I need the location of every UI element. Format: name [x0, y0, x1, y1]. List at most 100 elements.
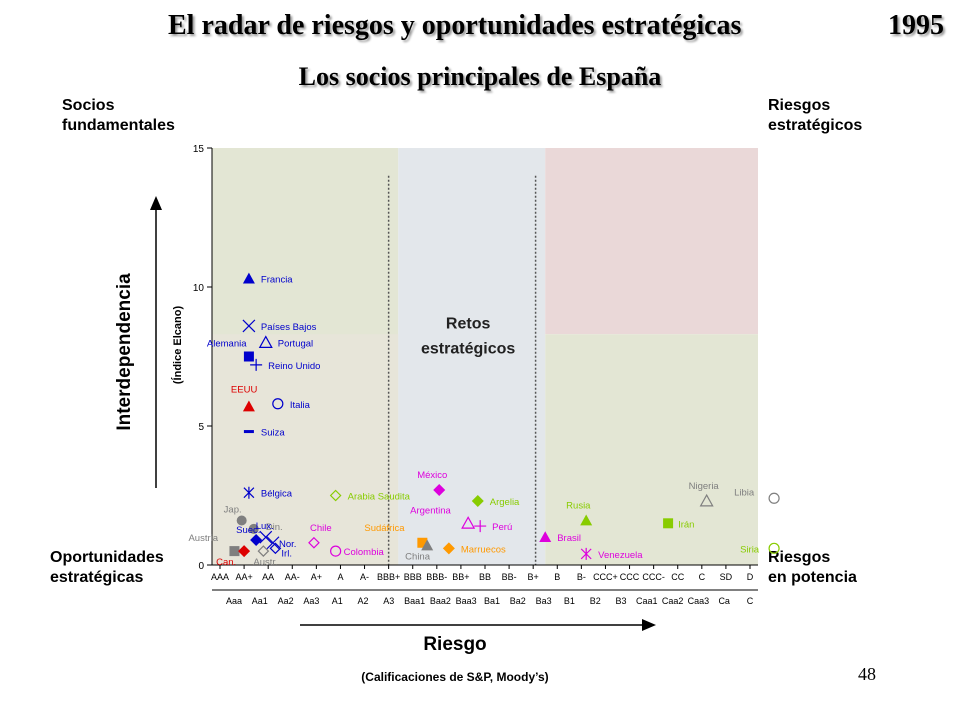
x-tick-label-moodys: Baa1 — [404, 596, 425, 606]
corner-bottom-left-line1: Oportunidades — [50, 549, 164, 566]
x-tick-label-sp: CCC+ — [593, 572, 618, 582]
x-tick-label-moodys: Ba1 — [484, 596, 500, 606]
point-alemania-marker — [243, 351, 254, 362]
point-venezuela-marker — [580, 547, 592, 560]
y-arrow-head — [150, 196, 162, 210]
chart-title: El radar de riesgos y oportunidades estr… — [168, 10, 742, 41]
point-sudáfrica-marker — [417, 537, 428, 548]
point-méxico-label: México — [417, 470, 447, 481]
x-tick-label-moodys: Caa3 — [688, 596, 710, 606]
y-tick-label: 15 — [193, 144, 205, 155]
x-tick-label-sp: C — [699, 572, 706, 582]
point-eeuu-marker — [242, 400, 255, 412]
point-chile-marker — [308, 536, 320, 549]
x-tick-label-sp: SD — [720, 572, 733, 582]
point-china-label: China — [405, 552, 431, 563]
point-argentina-label: Argentina — [410, 505, 451, 516]
x-tick-label-moodys: Aa1 — [252, 596, 268, 606]
point-china-marker — [421, 539, 434, 551]
point-francia-label: Francia — [261, 275, 293, 286]
point-francia-marker — [242, 272, 255, 284]
point-irán-marker — [663, 518, 674, 529]
x-tick-label-moodys: Baa2 — [430, 596, 451, 606]
point-brasil-marker — [539, 531, 552, 542]
point-italia-marker — [272, 398, 284, 410]
point-irl--label: Irl. — [281, 548, 292, 559]
point-venezuela-label: Venezuela — [598, 550, 643, 561]
point-rusia-marker — [580, 514, 593, 526]
point-suec--marker — [250, 533, 263, 546]
zone-lower-right — [545, 334, 758, 565]
x-tick-label-sp: AA- — [285, 572, 300, 582]
chart-subtitle: Los socios principales de España — [298, 62, 662, 91]
zone-label-line1: Retos — [446, 316, 491, 333]
point-sudáfrica-label: Sudáfrica — [364, 523, 405, 534]
x-tick-label-sp: A+ — [311, 572, 322, 582]
x-tick-label-moodys: B2 — [590, 596, 601, 606]
point-italia-label: Italia — [290, 400, 311, 411]
x-tick-label-moodys: Caa1 — [636, 596, 658, 606]
x-tick-label-sp: BBB- — [426, 572, 447, 582]
x-tick-label-sp: A- — [360, 572, 369, 582]
point-libia-label: Libia — [734, 487, 755, 498]
x-tick-label-sp: CC — [671, 572, 684, 582]
corner-bottom-right-line1: Riesgos — [768, 549, 831, 566]
point-nigeria-marker — [699, 493, 714, 507]
y-axis-title: Interdependencia — [114, 273, 135, 431]
point-siria-label: Siria — [740, 544, 760, 555]
point-austria-marker — [229, 546, 240, 557]
point-argelia-marker — [471, 495, 484, 508]
point-bélgica-label: Bélgica — [261, 489, 293, 500]
x-tick-label-sp: AA — [262, 572, 274, 582]
x-axis-title: Riesgo — [423, 634, 486, 655]
x-tick-label-moodys: C — [747, 596, 754, 606]
point-siria-marker — [768, 542, 780, 554]
point-reino-unido-label: Reino Unido — [268, 361, 320, 372]
point-marruecos-label: Marruecos — [461, 544, 506, 555]
point-nor--label: Nor. — [279, 539, 296, 550]
zone-label-line2: estratégicos — [421, 341, 515, 358]
zone-middle — [398, 148, 546, 565]
point-portugal-marker — [258, 335, 273, 348]
x-tick-label-sp: BBB+ — [377, 572, 400, 582]
point-alemania-label: Alemania — [207, 339, 247, 350]
corner-top-right-line2: estratégicos — [768, 117, 863, 134]
point-brasil-label: Brasil — [557, 533, 581, 544]
point-can--label: Can. — [216, 557, 236, 568]
x-tick-label-moodys: Ba2 — [510, 596, 526, 606]
corner-top-left-line1: Socios — [62, 97, 115, 114]
x-tick-label-sp: B — [554, 572, 560, 582]
zone-upper-right — [545, 148, 758, 335]
x-tick-label-moodys: A1 — [332, 596, 343, 606]
point-marruecos-marker — [442, 542, 455, 555]
point-din--marker — [248, 523, 259, 534]
x-tick-label-moodys: Aa2 — [278, 596, 294, 606]
point-perú-label: Perú — [492, 522, 512, 533]
point-lux--marker — [259, 530, 273, 544]
x-tick-label-sp: A — [337, 572, 343, 582]
point-rusia-label: Rusia — [566, 501, 591, 512]
chart-year: 1995 — [888, 10, 944, 41]
point-irán-label: Irán — [678, 519, 694, 530]
point-colombia-marker — [330, 545, 342, 557]
x-tick-label-sp: BBB — [404, 572, 422, 582]
x-tick-label-sp: D — [747, 572, 754, 582]
x-tick-label-sp: B+ — [528, 572, 539, 582]
x-axis-subtitle: (Calificaciones de S&P, Moody’s) — [361, 670, 548, 684]
point-nor--marker — [266, 536, 280, 550]
x-tick-label-moodys: Ca — [718, 596, 730, 606]
point-suiza-label: Suiza — [261, 428, 285, 439]
point-lux--label: Lux. — [256, 521, 274, 532]
y-axis-subtitle: (Índice Elcano) — [171, 306, 184, 385]
point-chile-label: Chile — [310, 523, 332, 534]
corner-bottom-left-line2: estratégicas — [50, 569, 144, 586]
point-arabia-saudita-marker — [329, 489, 342, 502]
point-colombia-label: Colombia — [344, 547, 385, 558]
point-suiza-marker — [243, 430, 254, 434]
point-perú-marker — [474, 520, 487, 533]
y-tick-label: 0 — [198, 561, 204, 572]
x-tick-label-sp: AAA — [211, 572, 229, 582]
x-tick-label-moodys: Aa3 — [303, 596, 319, 606]
point-can--marker — [238, 545, 251, 558]
